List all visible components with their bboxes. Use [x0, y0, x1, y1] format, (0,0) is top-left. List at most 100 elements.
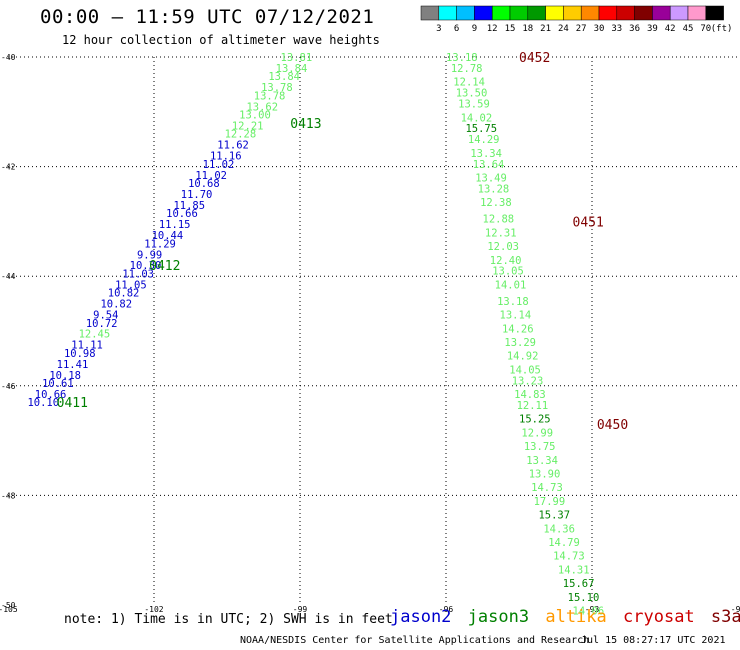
- swh-value-jason3: 12.45: [79, 329, 111, 341]
- color-scale-label: 15: [505, 24, 516, 34]
- color-scale-label: 45: [683, 24, 694, 34]
- swh-value-s3a: 14.73: [553, 551, 585, 563]
- color-swatch-16: [705, 5, 724, 21]
- swh-value-jason3: 10.72: [86, 318, 118, 330]
- swh-value-s3a: 12.99: [521, 427, 553, 439]
- swh-value-s3a: 12.88: [483, 214, 515, 226]
- y-tick-label: -50: [1, 601, 16, 610]
- x-tick-label: -93: [585, 605, 600, 614]
- swh-value-jason3: 10.44: [152, 230, 184, 242]
- y-tick-label: -40: [1, 53, 16, 62]
- pass-time-label: 0411: [57, 396, 88, 411]
- swh-value-jason3: 12.21: [232, 121, 264, 133]
- color-scale-label: 18: [522, 24, 533, 34]
- swh-value-jason3: 11.70: [181, 189, 213, 201]
- legend-cryosat: cryosat: [623, 607, 695, 627]
- swh-value-s3a: 14.73: [531, 482, 563, 494]
- swh-value-s3a: 14.26: [502, 323, 534, 335]
- swh-value-s3a: 15.75: [465, 123, 497, 135]
- x-tick-label: -105: [0, 605, 18, 614]
- swh-value-s3a: 13.90: [529, 468, 561, 480]
- swh-value-s3a: 12.31: [485, 227, 517, 239]
- x-tick-label: -102: [144, 605, 163, 614]
- swh-value-jason3: 11.11: [71, 340, 103, 352]
- swh-value-s3a: 13.34: [526, 455, 558, 467]
- y-tick-label: -46: [1, 382, 16, 391]
- swh-value-s3a: 13.18: [497, 296, 529, 308]
- swh-value-s3a: 14.05: [509, 364, 541, 376]
- swh-value-s3a: 13.34: [470, 148, 502, 160]
- color-scale-label: 12: [487, 24, 498, 34]
- swh-value-s3a: 13.28: [478, 184, 510, 196]
- chart-subtitle: 12 hour collection of altimeter wave hei…: [62, 33, 380, 47]
- swh-value-s3a: 14.29: [468, 134, 500, 146]
- swh-value-jason3: 10.30: [130, 260, 162, 272]
- swh-value-s3a: 13.05: [492, 266, 524, 278]
- legend-jason2: jason2: [390, 607, 452, 627]
- color-scale-label: 24: [558, 24, 569, 34]
- swh-value-s3a: 13.75: [524, 441, 556, 453]
- color-scale-label: 42: [665, 24, 676, 34]
- color-scale-label: 39: [647, 24, 658, 34]
- swh-value-s3a: 13.23: [512, 375, 544, 387]
- color-scale-label: 3: [436, 24, 441, 34]
- pass-time-label: 0450: [597, 418, 628, 433]
- swh-value-jason3: 13.78: [261, 82, 293, 94]
- color-scale-label: 27: [576, 24, 587, 34]
- swh-value-s3a: 13.64: [473, 159, 505, 171]
- y-tick-label: -42: [1, 163, 16, 172]
- swh-value-jason3: 13.78: [254, 90, 286, 102]
- swh-value-jason3: 13.84: [268, 71, 300, 83]
- swh-value-jason3: 10.10: [27, 397, 59, 409]
- swh-value-s3a: 13.29: [504, 337, 536, 349]
- color-scale-label: 36: [629, 24, 640, 34]
- swh-value-jason3: 13.81: [281, 52, 313, 64]
- swh-value-s3a: 14.79: [548, 537, 580, 549]
- swh-value-s3a: 12.78: [451, 63, 483, 75]
- x-tick-label: -96: [439, 605, 454, 614]
- pass-time-label: 0452: [519, 51, 550, 66]
- swh-value-s3a: 14.36: [543, 523, 575, 535]
- swh-value-s3a: 14.83: [514, 389, 546, 401]
- swh-value-s3a: 13.14: [500, 310, 532, 322]
- swh-value-s3a: 15.37: [538, 510, 570, 522]
- swh-value-jason3: 11.02: [203, 159, 235, 171]
- pass-time-label: 0412: [149, 259, 180, 274]
- legend-altika: altika: [545, 607, 607, 627]
- color-scale-label: 30: [594, 24, 605, 34]
- chart-title: 00:00 – 11:59 UTC 07/12/2021: [40, 6, 375, 28]
- legend-jason3: jason3: [467, 607, 530, 627]
- color-scale-label: 6: [454, 24, 459, 34]
- swh-value-s3a: 12.11: [517, 400, 549, 412]
- y-tick-label: -44: [1, 272, 16, 281]
- swh-value-jason3: 11.02: [195, 170, 227, 182]
- swh-value-s3a: 13.59: [458, 99, 490, 111]
- color-scale-bar: 3 6 9 12 15 18 21 24 27 30 33 36 39 42 45 70 (ft): [420, 5, 733, 34]
- color-scale-unit: (ft): [711, 24, 733, 34]
- swh-value-jason3: 9.99: [137, 249, 162, 261]
- swh-value-jason3: 11.29: [144, 238, 176, 250]
- swh-value-jason3: 10.66: [35, 389, 67, 401]
- swh-value-jason3: 9.54: [93, 310, 118, 322]
- swh-value-s3a: 13.18: [446, 52, 478, 64]
- swh-value-jason3: 10.18: [49, 370, 81, 382]
- swh-value-jason3: 11.41: [57, 359, 89, 371]
- swh-value-jason3: 10.82: [100, 299, 132, 311]
- x-tick-label: -90: [731, 605, 740, 614]
- swh-value-s3a: 15.10: [568, 592, 600, 604]
- pass-time-label: 0451: [573, 215, 604, 230]
- swh-value-s3a: 15.25: [519, 414, 551, 426]
- color-scale-label: 21: [540, 24, 551, 34]
- swh-value-jason3: 10.98: [64, 348, 96, 360]
- swh-value-jason3: 13.00: [239, 110, 271, 122]
- generated-timestamp: Jul 15 08:27:17 UTC 2021: [581, 635, 726, 646]
- swh-value-jason3: 12.28: [225, 129, 257, 141]
- swh-value-jason3: 11.62: [217, 140, 249, 152]
- swh-value-s3a: 15.67: [563, 578, 595, 590]
- swh-value-s3a: 14.02: [461, 112, 493, 124]
- swh-value-s3a: 12.40: [490, 255, 522, 267]
- swh-value-s3a: 13.49: [475, 173, 507, 185]
- swh-value-jason3: 10.82: [108, 288, 140, 300]
- swh-value-jason3: 11.16: [210, 151, 242, 163]
- x-tick-label: -99: [293, 605, 308, 614]
